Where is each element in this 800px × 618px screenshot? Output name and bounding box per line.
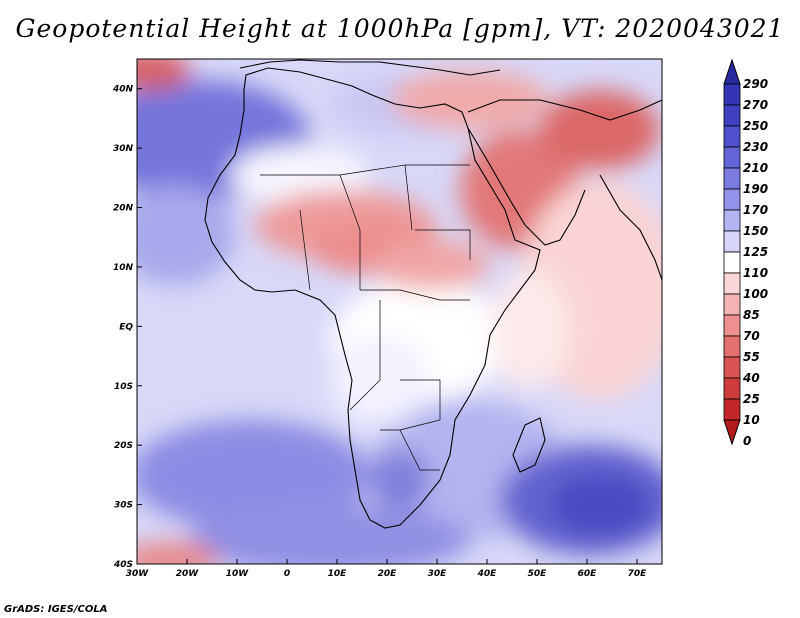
- colorbar-level-label: 170: [743, 203, 768, 217]
- colorbar-level-label: 110: [743, 266, 768, 280]
- colorbar-level-label: 70: [743, 329, 760, 343]
- lon-tick-label: 30E: [428, 569, 448, 579]
- lon-tick-label: 10E: [328, 569, 348, 579]
- colorbar-level-label: 10: [743, 413, 760, 427]
- height-field: [137, 59, 662, 564]
- colorbar-max-arrow: [723, 58, 741, 85]
- lat-tick-label: 10S: [114, 382, 133, 392]
- lon-tick-label: 70E: [628, 569, 648, 579]
- map-figure: 30W 20W 10W 0 10E 20E 30E 40E 50E 60E 70E 40N 30N 20…: [112, 58, 768, 579]
- madagascar-coastline: [512, 417, 546, 473]
- latitude-axis: 40N 30N 20N 10N EQ 10S 20S 30S 40S: [112, 85, 142, 570]
- colorbar-swatch: [723, 377, 741, 400]
- india-coastline: [599, 174, 662, 281]
- colorbar-swatch: [723, 104, 741, 127]
- colorbar-swatch: [723, 230, 741, 253]
- colorbar-level-label: 190: [743, 182, 768, 196]
- colorbar-swatch: [723, 314, 741, 337]
- colorbar-level-label: 0: [743, 434, 751, 448]
- colorbar-level-label: 25: [743, 392, 760, 406]
- colorbar-swatch: [723, 293, 741, 316]
- lon-tick-label: 10W: [226, 569, 250, 579]
- colorbar-swatch: [723, 146, 741, 169]
- country-borders: [260, 164, 471, 471]
- colorbar-swatch: [723, 398, 741, 421]
- colorbar-level-label: 100: [743, 287, 768, 301]
- colorbar-level-label: 230: [743, 140, 768, 154]
- colorbar-swatch: [723, 335, 741, 358]
- colorbar-level-label: 55: [743, 350, 760, 364]
- lon-tick-label: 20E: [378, 569, 398, 579]
- map-frame: [136, 58, 663, 565]
- red-sea-coast: [467, 127, 586, 246]
- arabia-coastline: [467, 99, 662, 121]
- colorbar-swatch: [723, 251, 741, 274]
- lat-tick-label: 40N: [112, 85, 134, 95]
- africa-coastline: [204, 67, 541, 529]
- lon-tick-label: 40E: [477, 569, 498, 579]
- lon-tick-label: 30W: [126, 569, 150, 579]
- lon-tick-label: 60E: [578, 569, 598, 579]
- colorbar-swatch: [723, 188, 741, 211]
- lon-tick-label: 20W: [176, 569, 200, 579]
- lat-tick-label: 20S: [114, 441, 133, 451]
- colorbar-level-label: 210: [743, 161, 768, 175]
- colorbar-swatch: [723, 356, 741, 379]
- lat-tick-label: 10N: [113, 263, 134, 273]
- colorbar: 2902702502302101901701501251101008570554…: [723, 58, 768, 448]
- colorbar-level-label: 125: [743, 245, 768, 259]
- lat-tick-label: EQ: [119, 322, 133, 332]
- longitude-axis: 30W 20W 10W 0 10E 20E 30E 40E 50E 60E 70E: [126, 559, 647, 579]
- colorbar-level-label: 85: [743, 308, 760, 322]
- colorbar-level-label: 290: [743, 77, 768, 91]
- colorbar-level-label: 270: [743, 98, 768, 112]
- lon-tick-label: 50E: [528, 569, 548, 579]
- lat-tick-label: 30S: [114, 501, 133, 511]
- mediterranean-north: [239, 59, 501, 76]
- colorbar-swatch: [723, 83, 741, 106]
- coastlines: [204, 59, 662, 529]
- lat-tick-label: 40S: [113, 560, 133, 570]
- colorbar-level-label: 150: [743, 224, 768, 238]
- lat-tick-label: 30N: [113, 144, 134, 154]
- grads-credit: GrADS: IGES/COLA: [4, 604, 108, 615]
- colorbar-swatch: [723, 209, 741, 232]
- lon-tick-label: 0: [284, 569, 290, 579]
- map-title: Geopotential Height at 1000hPa [gpm], VT…: [15, 14, 785, 43]
- lat-tick-label: 20N: [113, 204, 134, 214]
- colorbar-swatch: [723, 167, 741, 190]
- colorbar-min-arrow: [723, 419, 741, 446]
- colorbar-swatch: [723, 125, 741, 148]
- colorbar-level-label: 40: [742, 371, 760, 385]
- colorbar-swatch: [723, 272, 741, 295]
- colorbar-level-label: 250: [743, 119, 768, 133]
